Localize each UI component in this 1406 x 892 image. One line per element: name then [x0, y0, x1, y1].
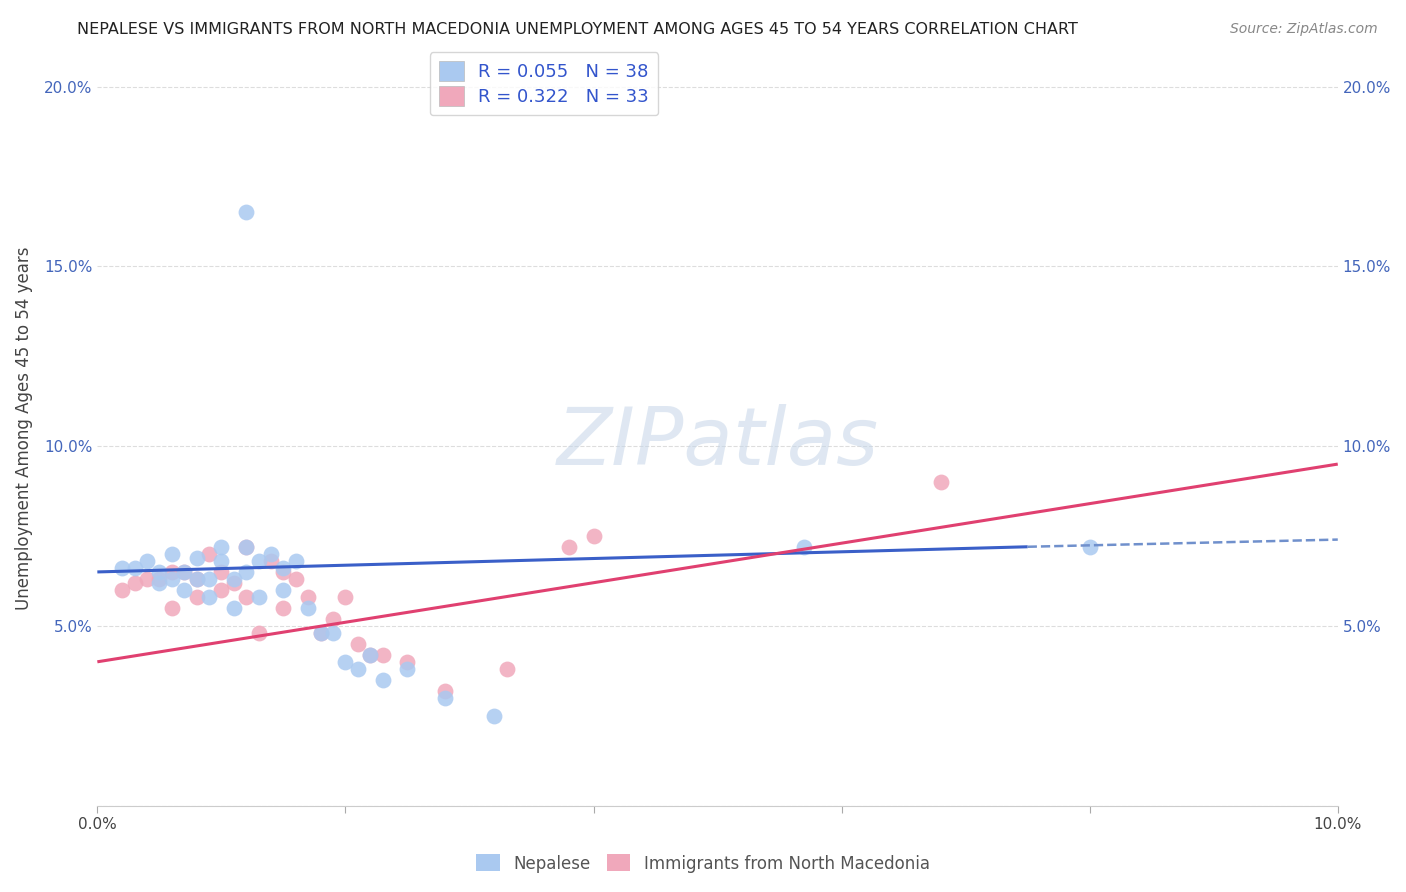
Point [247, 626, 270, 640]
Legend: R = 0.055   N = 38, R = 0.322   N = 33: R = 0.055 N = 38, R = 0.322 N = 33 [430, 52, 658, 115]
Point [235, 540, 257, 554]
Point [347, 662, 370, 676]
Point [173, 565, 195, 579]
Point [173, 565, 195, 579]
Point [160, 600, 183, 615]
Point [273, 582, 295, 597]
Text: ZIPatlas: ZIPatlas [557, 404, 879, 483]
Point [235, 565, 257, 579]
Point [235, 540, 257, 554]
Legend: Nepalese, Immigrants from North Macedonia: Nepalese, Immigrants from North Macedoni… [470, 847, 936, 880]
Point [433, 683, 456, 698]
Point [111, 561, 134, 575]
Point [148, 572, 170, 586]
Point [347, 637, 370, 651]
Point [284, 554, 307, 568]
Point [433, 690, 456, 705]
Point [335, 655, 357, 669]
Point [198, 590, 221, 604]
Point [309, 626, 332, 640]
Point [160, 572, 183, 586]
Point [209, 554, 232, 568]
Text: NEPALESE VS IMMIGRANTS FROM NORTH MACEDONIA UNEMPLOYMENT AMONG AGES 45 TO 54 YEA: NEPALESE VS IMMIGRANTS FROM NORTH MACEDO… [77, 22, 1078, 37]
Point [173, 582, 195, 597]
Point [148, 565, 170, 579]
Point [273, 561, 295, 575]
Point [124, 561, 146, 575]
Point [209, 582, 232, 597]
Point [222, 600, 245, 615]
Point [186, 572, 208, 586]
Point [260, 547, 283, 561]
Point [209, 540, 232, 554]
Point [148, 575, 170, 590]
Point [582, 529, 605, 543]
Point [222, 575, 245, 590]
Point [396, 662, 419, 676]
Point [335, 590, 357, 604]
Point [371, 648, 394, 662]
Point [198, 547, 221, 561]
Point [371, 673, 394, 687]
Text: Source: ZipAtlas.com: Source: ZipAtlas.com [1230, 22, 1378, 37]
Point [495, 662, 517, 676]
Point [124, 575, 146, 590]
Point [209, 565, 232, 579]
Point [1078, 540, 1101, 554]
Point [793, 540, 815, 554]
Point [247, 554, 270, 568]
Point [929, 475, 952, 489]
Point [186, 590, 208, 604]
Point [359, 648, 381, 662]
Point [160, 547, 183, 561]
Point [284, 572, 307, 586]
Point [235, 590, 257, 604]
Point [557, 540, 579, 554]
Point [111, 582, 134, 597]
Point [297, 600, 319, 615]
Y-axis label: Unemployment Among Ages 45 to 54 years: Unemployment Among Ages 45 to 54 years [15, 246, 32, 610]
Point [136, 554, 159, 568]
Point [484, 708, 506, 723]
Point [322, 612, 344, 626]
Point [359, 648, 381, 662]
Point [136, 572, 159, 586]
Point [396, 655, 419, 669]
Point [247, 590, 270, 604]
Point [273, 565, 295, 579]
Point [235, 205, 257, 219]
Point [222, 572, 245, 586]
Point [160, 565, 183, 579]
Point [297, 590, 319, 604]
Point [309, 626, 332, 640]
Point [198, 572, 221, 586]
Point [273, 600, 295, 615]
Point [186, 550, 208, 565]
Point [322, 626, 344, 640]
Point [260, 554, 283, 568]
Point [186, 572, 208, 586]
